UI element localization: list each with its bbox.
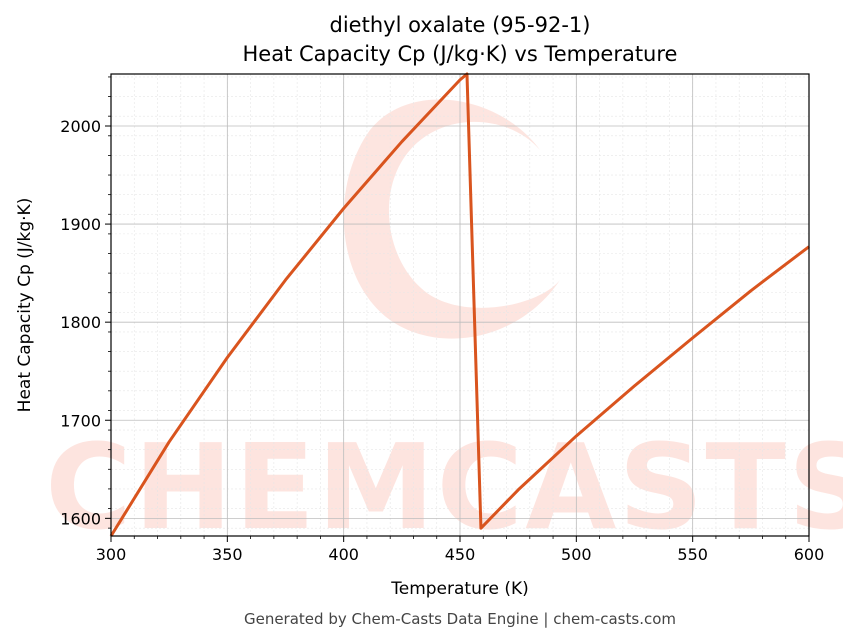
y-axis-label: Heat Capacity Cp (J/kg·K): [15, 198, 35, 413]
y-tick-label: 1700: [60, 411, 101, 430]
footer-credit: Generated by Chem-Casts Data Engine | ch…: [244, 610, 676, 628]
y-ticks: 1600 1700 1800 1900 2000: [60, 76, 111, 529]
chart-subtitle: Heat Capacity Cp (J/kg·K) vs Temperature: [243, 42, 678, 66]
x-tick-label: 500: [561, 545, 592, 564]
y-tick-label: 1600: [60, 509, 101, 528]
x-ticks: 300 350 400 450 500 550 600: [96, 536, 825, 564]
watermark: CHEMCASTS: [45, 99, 843, 556]
watermark-text: CHEMCASTS: [45, 418, 843, 556]
x-tick-label: 350: [212, 545, 243, 564]
chart-title: diethyl oxalate (95-92-1): [330, 13, 591, 37]
x-axis-label: Temperature (K): [390, 579, 529, 599]
x-tick-label: 550: [677, 545, 708, 564]
y-tick-label: 2000: [60, 117, 101, 136]
x-tick-label: 400: [328, 545, 359, 564]
watermark-logo: [343, 99, 560, 339]
x-tick-label: 450: [445, 545, 476, 564]
x-tick-label: 300: [96, 545, 127, 564]
x-tick-label: 600: [794, 545, 825, 564]
y-tick-label: 1800: [60, 313, 101, 332]
y-tick-label: 1900: [60, 215, 101, 234]
